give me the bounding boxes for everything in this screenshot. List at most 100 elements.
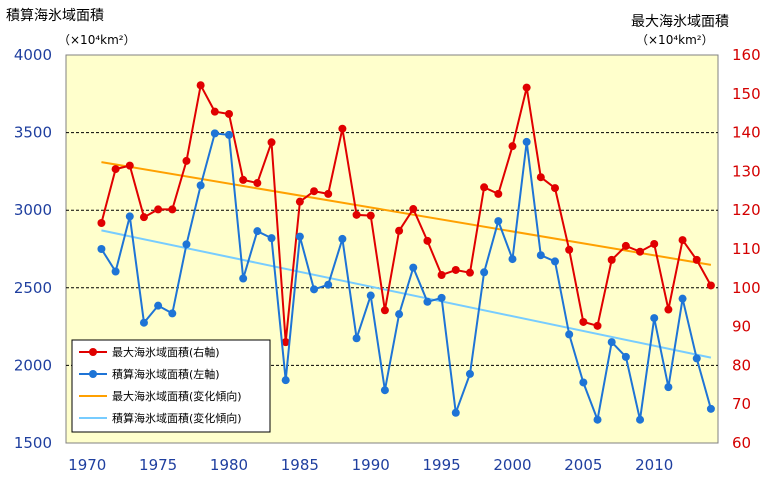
right-axis-tick-label: 130 (732, 162, 761, 180)
data-point (607, 255, 616, 264)
legend-label: 積算海氷域面積(変化傾向) (112, 411, 242, 425)
right-axis-tick-label: 160 (732, 46, 761, 64)
data-point (692, 354, 701, 363)
data-point (437, 270, 446, 279)
data-point (565, 245, 574, 254)
legend-marker (89, 370, 97, 378)
right-axis-tick-label: 70 (732, 395, 751, 413)
data-point (522, 83, 531, 92)
data-point (480, 268, 489, 277)
data-point (579, 378, 588, 387)
data-point (593, 321, 602, 330)
legend-marker (89, 348, 97, 356)
legend-items: 最大海氷域面積(右軸) 積算海氷域面積(左軸) 最大海氷域面積(変化傾向) 積算海氷域… (79, 345, 242, 425)
data-point (352, 334, 361, 343)
left-axis-tick-label: 2500 (14, 279, 52, 297)
right-axis-tick-label: 90 (732, 318, 751, 336)
data-point (154, 301, 163, 310)
data-point (593, 415, 602, 424)
data-point (409, 263, 418, 272)
data-point (678, 236, 687, 245)
legend-label: 積算海氷域面積(左軸) (112, 367, 220, 381)
data-point (650, 239, 659, 248)
data-point (182, 240, 191, 249)
data-point (324, 189, 333, 198)
data-point (267, 234, 276, 243)
data-point (239, 175, 248, 184)
data-point (352, 210, 361, 219)
data-point (338, 234, 347, 243)
data-point (621, 241, 630, 250)
series-line-1 (100, 132, 712, 424)
data-point (380, 306, 389, 315)
data-point (636, 415, 645, 424)
data-point (395, 310, 404, 319)
data-point (664, 305, 673, 314)
x-axis-tick-label: 1970 (68, 456, 106, 474)
data-point (494, 217, 503, 226)
series-line-0 (100, 82, 712, 343)
right-axis-tick-label: 120 (732, 201, 761, 219)
data-point (210, 129, 219, 138)
right-axis-tick-label: 60 (732, 434, 751, 452)
x-axis-tick-label: 2000 (493, 456, 531, 474)
data-point (253, 227, 262, 236)
data-point (210, 107, 219, 116)
data-point (125, 161, 134, 170)
data-point (494, 189, 503, 198)
left-axis-tick-label: 4000 (14, 46, 52, 64)
right-axis-tick-label: 140 (732, 124, 761, 142)
data-point (395, 226, 404, 235)
data-point (366, 211, 375, 220)
data-point (636, 247, 645, 256)
data-point (324, 280, 333, 289)
data-point (168, 205, 177, 214)
right-axis-title: 最大海氷域面積 (631, 14, 729, 30)
x-axis-tick-label: 1985 (281, 456, 319, 474)
data-point (111, 165, 120, 174)
data-point (579, 317, 588, 326)
data-point (111, 267, 120, 276)
data-point (678, 294, 687, 303)
axis-ticks: 1500 2000 2500 3000 3500 4000 60 70 80 90 100 110 12… (14, 46, 761, 474)
left-axis-unit: （×10⁴km²） (58, 33, 136, 47)
data-point (97, 245, 106, 253)
data-point (465, 369, 474, 378)
legend-box (71, 339, 271, 433)
data-point (366, 291, 375, 300)
data-point (125, 212, 134, 221)
data-point (451, 265, 460, 274)
data-point (565, 330, 574, 339)
data-point (536, 173, 545, 182)
data-point (295, 197, 304, 206)
data-point (310, 187, 319, 196)
x-axis-tick-label: 1990 (352, 456, 390, 474)
data-point (281, 376, 290, 385)
data-point (536, 251, 545, 260)
data-point (338, 124, 347, 133)
data-point (706, 281, 715, 290)
right-axis-tick-label: 110 (732, 240, 761, 258)
data-point (706, 404, 715, 413)
data-point (451, 408, 460, 417)
x-axis-tick-label: 2005 (564, 456, 602, 474)
data-point (196, 81, 205, 90)
left-axis-title: 積算海氷域面積 (6, 8, 104, 24)
data-point (650, 314, 659, 323)
data-point (139, 213, 148, 222)
data-point (225, 130, 233, 139)
data-point (551, 257, 559, 266)
left-axis-tick-label: 1500 (14, 434, 52, 452)
left-axis-tick-label: 2000 (14, 356, 52, 374)
data-point (154, 205, 163, 214)
legend: 最大海氷域面積(右軸) 積算海氷域面積(左軸) 最大海氷域面積(変化傾向) 積算海氷域… (71, 339, 271, 433)
right-axis-tick-label: 100 (732, 279, 761, 297)
data-point (196, 181, 205, 190)
data-point (295, 232, 304, 241)
data-point (168, 309, 177, 318)
data-point (692, 255, 701, 264)
data-point (437, 293, 446, 302)
data-point (97, 219, 106, 228)
left-axis-tick-label: 3500 (14, 124, 52, 142)
left-axis-tick-label: 3000 (14, 201, 52, 219)
